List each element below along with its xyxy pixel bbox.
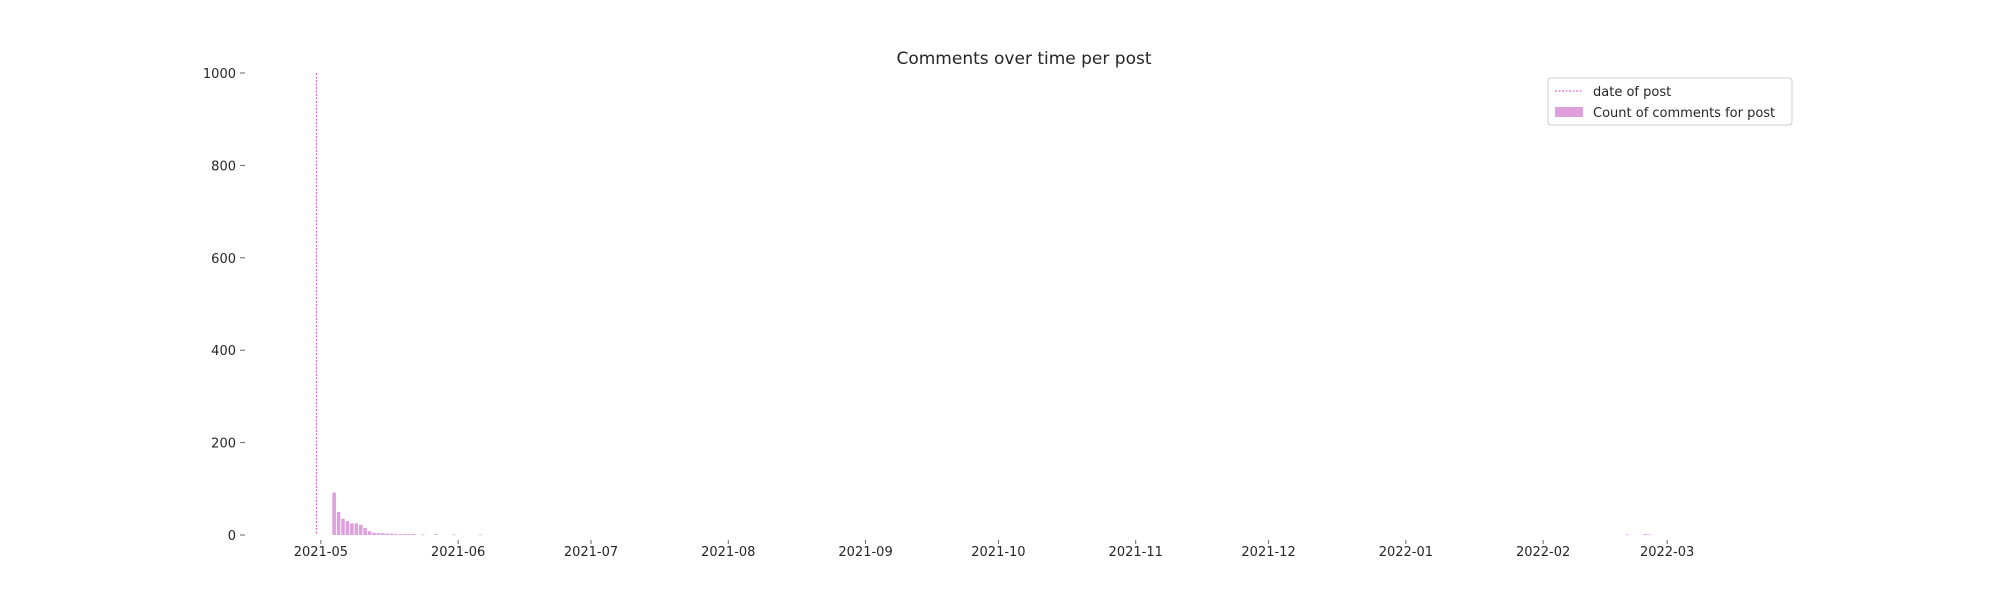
comment-count-bar	[451, 534, 456, 536]
x-tick-label: 2021-08	[701, 545, 755, 560]
x-tick-label: 2021-09	[838, 545, 892, 560]
comment-count-bar	[389, 533, 394, 535]
y-tick-label: 600	[211, 252, 236, 267]
legend-frame	[1547, 77, 1793, 126]
y-tick-label: 800	[211, 159, 236, 174]
comment-count-bar	[478, 534, 483, 536]
comment-count-bar	[434, 534, 438, 535]
comment-count-bar	[350, 523, 354, 535]
x-axis: 2021-05 2021-06 2021-07 2021-08 2021-09 2021-…	[294, 540, 1694, 560]
comment-count-bar	[412, 534, 416, 535]
comment-count-bar	[376, 533, 381, 535]
legend-label-date-of-post: date of post	[1593, 85, 1671, 100]
x-tick-label: 2022-01	[1379, 545, 1433, 560]
legend-swatch-comment-count	[1555, 107, 1583, 117]
comment-count-bar	[1643, 534, 1647, 535]
comment-count-bar	[381, 533, 385, 535]
legend: date of post Count of comments for post	[1547, 77, 1793, 126]
comment-count-bar	[403, 534, 407, 535]
x-tick-label: 2021-07	[564, 545, 618, 560]
comment-count-bar	[394, 534, 398, 535]
x-tick-label: 2021-12	[1241, 545, 1295, 560]
x-tick-label: 2022-02	[1516, 545, 1570, 560]
comment-count-bar	[407, 534, 412, 535]
legend-label-comment-count: Count of comments for post	[1593, 106, 1775, 121]
x-tick-label: 2021-05	[294, 545, 348, 560]
comment-count-bar	[345, 521, 350, 535]
comment-count-bar	[398, 534, 403, 535]
comment-count-bar	[358, 524, 363, 535]
comment-count-bar	[1647, 534, 1652, 536]
comment-count-bar	[336, 511, 341, 535]
comment-count-bar	[385, 533, 390, 535]
comment-count-bar	[1625, 534, 1630, 536]
comment-count-bar	[367, 531, 372, 535]
x-tick-label: 2021-10	[971, 545, 1025, 560]
y-tick-label: 400	[211, 344, 236, 359]
chart-title: Comments over time per post	[896, 49, 1151, 69]
comment-count-bar	[332, 492, 336, 535]
plot-area	[315, 73, 1652, 536]
y-axis: 0 200 400 600 800 1000	[203, 67, 245, 544]
x-tick-label: 2021-11	[1109, 545, 1163, 560]
x-tick-label: 2022-03	[1640, 545, 1694, 560]
comment-count-bar	[363, 528, 367, 535]
comment-count-bar	[341, 518, 345, 535]
x-tick-label: 2021-06	[431, 545, 485, 560]
y-tick-label: 1000	[203, 67, 236, 82]
comment-count-bar	[354, 523, 359, 535]
comment-count-bar	[372, 532, 376, 535]
y-tick-label: 200	[211, 437, 236, 452]
y-tick-label: 0	[228, 529, 236, 544]
comment-count-bar	[420, 534, 425, 536]
